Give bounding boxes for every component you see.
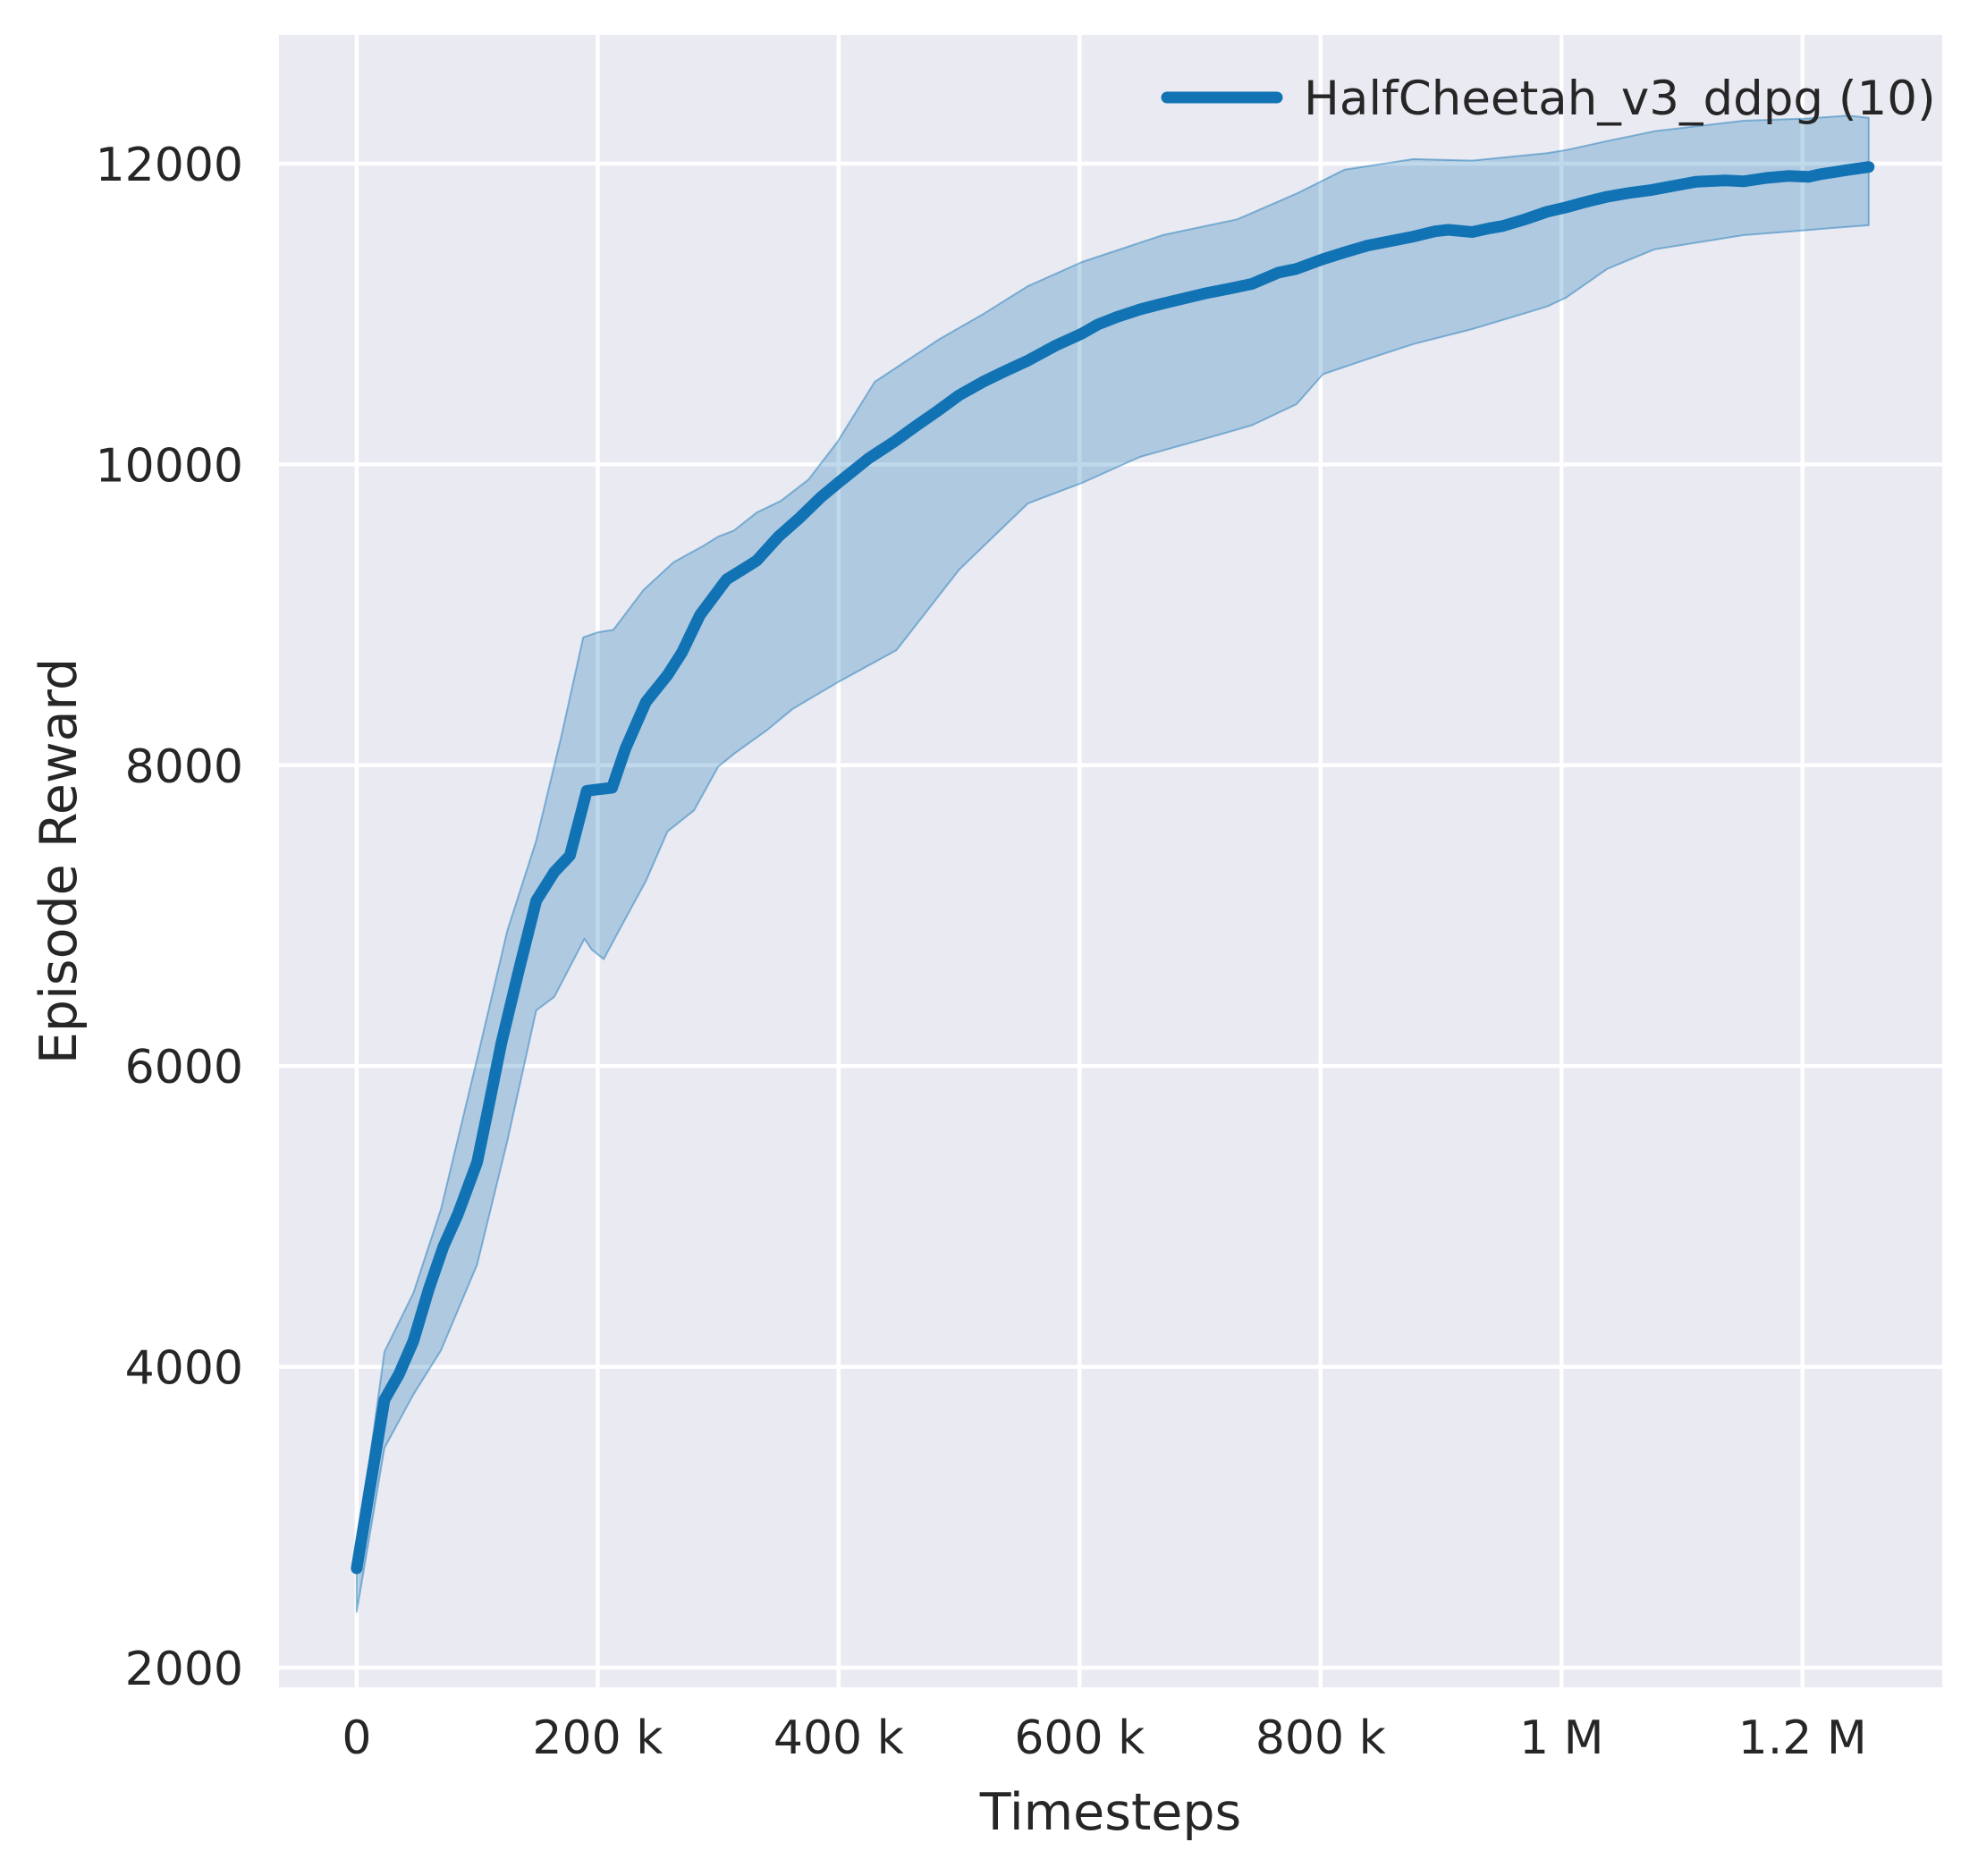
x-tick-label: 400 k [773,1711,904,1765]
x-tick-label: 200 k [532,1711,663,1765]
y-tick-label: 12000 [96,139,243,192]
y-tick-label: 6000 [125,1041,243,1094]
y-tick-label: 8000 [125,740,243,794]
x-axis-label: Timesteps [979,1783,1242,1842]
y-tick-label: 10000 [96,439,243,493]
y-tick-label: 4000 [125,1342,243,1396]
x-tick-label: 1 M [1519,1711,1603,1765]
legend-label: HalfCheetah_v3_ddpg (10) [1304,72,1936,126]
y-tick-label: 2000 [125,1643,243,1696]
mean-reward-line [351,161,1875,1575]
gridlines [279,35,1942,1687]
y-axis-label: Episode Reward [30,658,89,1064]
x-tick-label: 0 [342,1711,371,1765]
x-tick-label: 800 k [1255,1711,1386,1765]
plot-area [279,35,1942,1687]
legend: HalfCheetah_v3_ddpg (10) [1161,72,1936,126]
series-layer [351,114,1875,1613]
x-tick-labels: 0 200 k 400 k 600 k 800 k 1 M 1.2 M [342,1711,1866,1765]
confidence-band [355,114,1870,1613]
x-tick-label: 600 k [1014,1711,1145,1765]
y-tick-labels: 2000 4000 6000 8000 10000 12000 [96,139,243,1696]
x-tick-label: 1.2 M [1738,1711,1867,1765]
